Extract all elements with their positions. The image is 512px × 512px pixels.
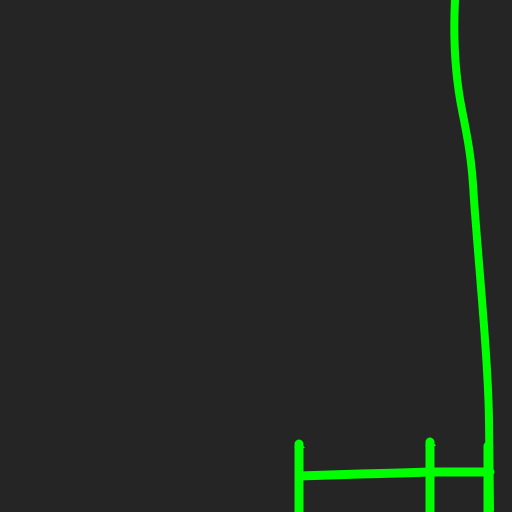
left-post-tip (294, 440, 305, 448)
horizontal-bar-stroke (294, 467, 495, 481)
middle-post-tip (425, 437, 436, 446)
long-vertical-stroke (450, 0, 494, 512)
